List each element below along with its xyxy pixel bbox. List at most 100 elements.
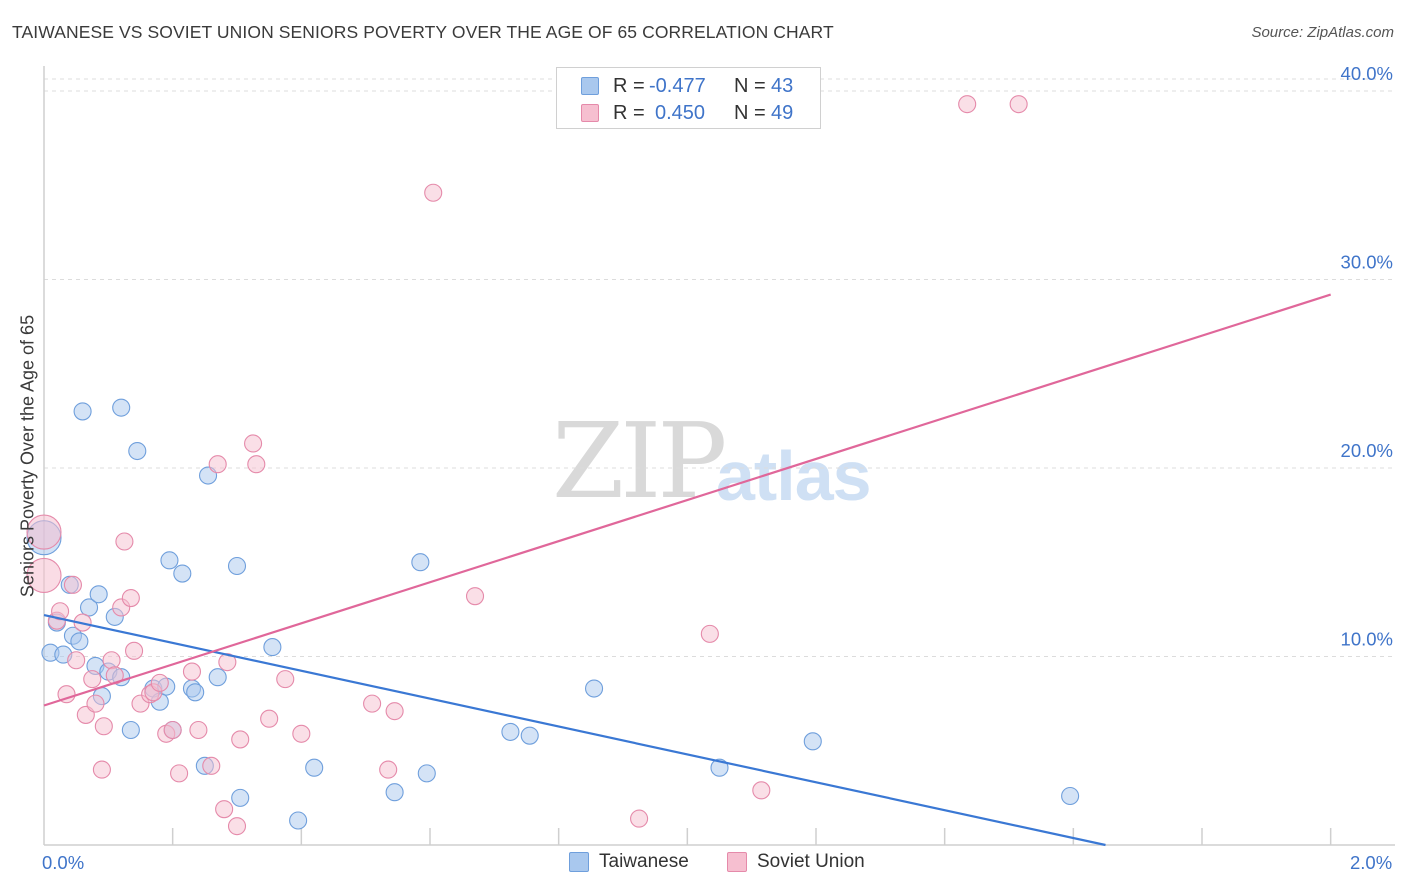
taiwanese-swatch bbox=[581, 77, 599, 95]
point-soviet-union bbox=[292, 724, 311, 743]
point-taiwanese bbox=[501, 722, 520, 741]
point-taiwanese bbox=[128, 441, 147, 461]
point-soviet-union bbox=[231, 730, 250, 749]
series-legend: Taiwanese Soviet Union bbox=[0, 851, 1406, 877]
point-soviet-union bbox=[385, 702, 404, 721]
y-axis-label: Seniors Poverty Over the Age of 65 bbox=[17, 314, 38, 598]
point-taiwanese bbox=[584, 679, 604, 698]
point-soviet-union bbox=[215, 800, 234, 819]
n-label: N = bbox=[734, 101, 766, 124]
soviet-union-swatch bbox=[581, 104, 599, 122]
point-taiwanese bbox=[289, 811, 308, 830]
point-soviet-union bbox=[102, 651, 121, 670]
point-taiwanese bbox=[70, 632, 89, 651]
point-soviet-union bbox=[208, 455, 227, 474]
y-tick-label: 30.0% bbox=[1341, 251, 1393, 272]
point-soviet-union bbox=[202, 756, 221, 775]
point-soviet-union bbox=[244, 434, 263, 453]
soviet-union-legend-swatch bbox=[727, 852, 747, 872]
point-taiwanese bbox=[417, 764, 436, 783]
n-value: 43 bbox=[771, 74, 794, 97]
point-taiwanese bbox=[173, 564, 192, 583]
point-taiwanese bbox=[803, 732, 822, 751]
legend-label-taiwanese: Taiwanese bbox=[599, 851, 689, 872]
point-soviet-union bbox=[51, 602, 70, 621]
legend-item-soviet-union[interactable]: Soviet Union bbox=[727, 851, 865, 873]
stats-legend: R = -0.477 N = 43 R = 0.450 N = 49 bbox=[556, 67, 821, 129]
point-soviet-union bbox=[379, 760, 398, 779]
point-soviet-union bbox=[86, 694, 105, 713]
point-taiwanese bbox=[79, 598, 99, 617]
point-soviet-union bbox=[247, 455, 266, 474]
chart-title: TAIWANESE VS SOVIET UNION SENIORS POVERT… bbox=[12, 22, 834, 42]
point-soviet-union bbox=[92, 760, 111, 779]
point-taiwanese bbox=[208, 668, 227, 687]
y-tick-label: 10.0% bbox=[1341, 628, 1393, 649]
point-taiwanese bbox=[411, 553, 430, 572]
point-taiwanese bbox=[89, 585, 108, 604]
gridlines bbox=[44, 78, 1395, 657]
point-taiwanese bbox=[1061, 786, 1080, 806]
r-label: R = bbox=[613, 74, 645, 97]
point-soviet-union bbox=[630, 809, 649, 828]
r-value: 0.450 bbox=[655, 101, 706, 124]
point-soviet-union bbox=[121, 589, 140, 608]
point-soviet-union bbox=[163, 720, 182, 740]
point-soviet-union bbox=[150, 673, 169, 692]
r-label: R = bbox=[613, 101, 645, 124]
point-soviet-union bbox=[700, 624, 719, 643]
point-taiwanese bbox=[121, 720, 140, 740]
point-taiwanese bbox=[186, 683, 205, 702]
point-soviet-union bbox=[26, 514, 62, 550]
x-tick-label-min: 0.0% bbox=[42, 852, 85, 873]
point-taiwanese bbox=[263, 638, 282, 657]
legend-item-taiwanese[interactable]: Taiwanese bbox=[569, 851, 689, 873]
axes bbox=[43, 66, 1395, 846]
legend-label-soviet-union: Soviet Union bbox=[757, 851, 865, 872]
point-soviet-union bbox=[424, 183, 443, 202]
point-taiwanese bbox=[710, 758, 729, 777]
point-taiwanese bbox=[160, 551, 179, 570]
watermark-zip: ZIP bbox=[552, 400, 727, 522]
point-soviet-union bbox=[1009, 95, 1028, 114]
n-label: N = bbox=[734, 74, 766, 97]
point-soviet-union bbox=[465, 587, 485, 606]
point-soviet-union bbox=[115, 532, 134, 551]
y-tick-label: 40.0% bbox=[1341, 63, 1393, 84]
point-soviet-union bbox=[260, 709, 279, 728]
n-value: 49 bbox=[771, 101, 794, 124]
x-tick-label-max: 2.0% bbox=[1350, 852, 1393, 873]
point-taiwanese bbox=[73, 402, 92, 421]
point-taiwanese bbox=[520, 726, 539, 745]
trend-line-soviet-union bbox=[43, 293, 1332, 707]
point-taiwanese bbox=[305, 758, 324, 777]
point-soviet-union bbox=[94, 717, 113, 736]
point-taiwanese bbox=[231, 788, 250, 807]
point-taiwanese bbox=[385, 783, 404, 802]
point-soviet-union bbox=[182, 662, 202, 681]
trend-lines bbox=[43, 293, 1332, 847]
point-soviet-union bbox=[752, 781, 771, 800]
taiwanese-legend-swatch bbox=[569, 852, 589, 872]
point-soviet-union bbox=[57, 685, 76, 704]
point-soviet-union bbox=[125, 641, 144, 660]
source-label: Source: ZipAtlas.com bbox=[1251, 24, 1394, 41]
y-tick-label: 20.0% bbox=[1341, 440, 1393, 461]
point-taiwanese bbox=[112, 398, 131, 417]
point-soviet-union bbox=[26, 557, 62, 593]
y-tick-labels: 10.0% 20.0% 30.0% 40.0% bbox=[1341, 63, 1393, 650]
point-soviet-union bbox=[363, 694, 382, 713]
point-soviet-union bbox=[958, 95, 977, 114]
point-soviet-union bbox=[63, 575, 82, 594]
point-soviet-union bbox=[189, 720, 208, 740]
point-soviet-union bbox=[170, 764, 189, 783]
point-taiwanese bbox=[227, 556, 247, 576]
point-soviet-union bbox=[227, 817, 247, 836]
point-soviet-union bbox=[67, 651, 86, 670]
trend-line-taiwanese bbox=[43, 613, 1106, 847]
point-soviet-union bbox=[276, 670, 295, 689]
point-soviet-union bbox=[83, 670, 102, 689]
r-value: -0.477 bbox=[649, 74, 706, 97]
data-points bbox=[26, 95, 1080, 836]
